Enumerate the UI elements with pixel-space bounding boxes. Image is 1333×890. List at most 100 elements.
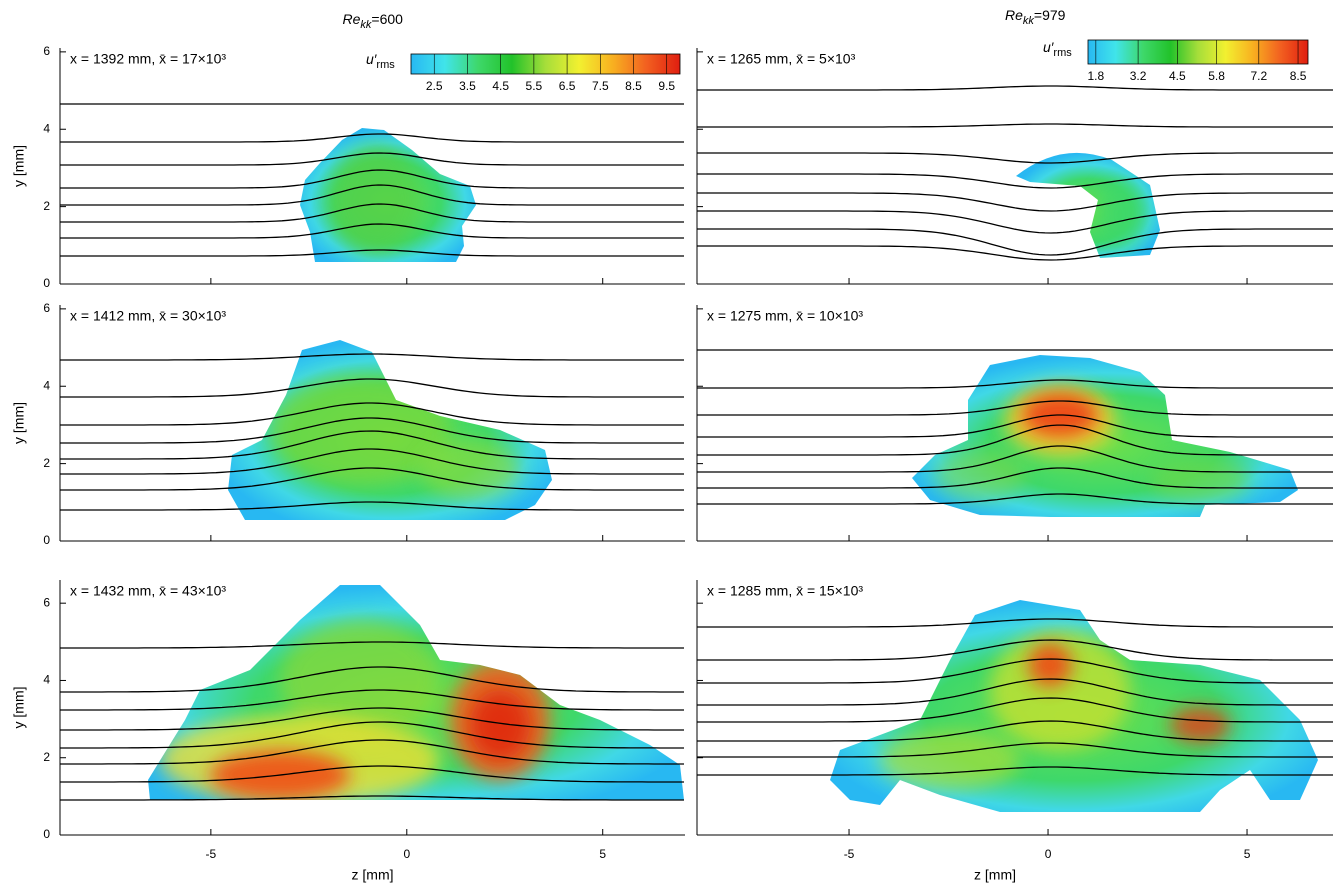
colorbar-tick-label: 8.5 (625, 79, 642, 93)
panel (696, 305, 1333, 542)
streamline (697, 379, 1333, 389)
panel-annotation: x = 1275 mm, x̄ = 10×10³ (707, 308, 863, 324)
streamline (697, 152, 1333, 164)
panel (696, 48, 1333, 285)
label-sub: rms (1053, 47, 1072, 59)
streamline (60, 448, 684, 475)
panel-annotation: x = 1412 mm, x̄ = 30×10³ (70, 308, 226, 324)
panel-annotation: x = 1432 mm, x̄ = 43×10³ (70, 583, 226, 599)
hot-spots (1095, 180, 1145, 250)
colorbar-label: u′rms (366, 51, 395, 71)
y-tick-label: 6 (43, 595, 50, 609)
colorbar-tick-label: 4.5 (1169, 69, 1186, 83)
streamline (697, 414, 1333, 438)
streamline (60, 184, 684, 206)
x-tick-label: 5 (599, 847, 606, 861)
hot-spot (1095, 180, 1145, 250)
y-tick-label: 2 (43, 199, 50, 213)
colorbar-tick-label: 5.5 (526, 79, 543, 93)
panel-annotation: x = 1392 mm, x̄ = 17×10³ (70, 51, 226, 67)
panel-annotation: x = 1265 mm, x̄ = 5×10³ (707, 51, 856, 67)
streamline (697, 445, 1333, 473)
panel-annotation: x = 1285 mm, x̄ = 15×10³ (707, 583, 863, 599)
y-axis-label: y [mm] (11, 145, 27, 187)
title-sub: kk (1023, 15, 1035, 27)
streamline (697, 424, 1333, 456)
streamline (60, 203, 684, 223)
x-tick-label: 0 (403, 847, 410, 861)
x-tick-label: -5 (844, 847, 855, 861)
hot-spot (990, 630, 1130, 750)
y-tick-label: 4 (43, 378, 50, 392)
colorbar-tick-label: 4.5 (492, 79, 509, 93)
streamline (697, 173, 1333, 189)
streamline (60, 223, 684, 239)
colorbar-tick-label: 8.5 (1290, 69, 1307, 83)
streamline (697, 467, 1333, 489)
streamline (60, 169, 684, 189)
streamline (60, 765, 684, 783)
hot-spot (1150, 458, 1250, 502)
label-sub: rms (376, 59, 395, 71)
x-tick-label: -5 (206, 847, 217, 861)
streamline (697, 742, 1333, 758)
streamline (60, 641, 684, 649)
hot-spot (1170, 707, 1230, 743)
streamline (697, 85, 1333, 91)
hot-spots (880, 630, 1230, 790)
x-axis-label: z [mm] (974, 867, 1016, 883)
x-axis-label: z [mm] (352, 867, 394, 883)
streamline (697, 618, 1333, 628)
label-main: u′ (366, 51, 378, 67)
hot-spot (330, 145, 420, 255)
streamline (60, 353, 684, 361)
y-tick-label: 6 (43, 301, 50, 315)
colorbar-tick-label: 5.8 (1208, 69, 1225, 83)
streamline (60, 739, 684, 765)
streamline (697, 210, 1333, 234)
streamline (697, 192, 1333, 212)
colorbar-label: u′rms (1043, 39, 1072, 59)
colorbar-tick-label: 3.5 (459, 79, 476, 93)
y-tick-label: 2 (43, 750, 50, 764)
streamline (60, 152, 684, 166)
panel (59, 305, 685, 542)
streamline (697, 245, 1333, 261)
y-tick-label: 4 (43, 673, 50, 687)
streamline (60, 430, 684, 460)
panel (59, 580, 685, 836)
x-tick-label: 5 (1244, 847, 1251, 861)
colorbar-tick-label: 2.5 (426, 79, 443, 93)
y-tick-label: 6 (43, 44, 50, 58)
streamline (60, 501, 684, 511)
streamline (60, 417, 684, 444)
hot-spot (880, 730, 1020, 790)
streamline (60, 133, 684, 143)
title-sub: kk (360, 19, 372, 31)
colorbar-tick-label: 7.2 (1250, 69, 1267, 83)
hot-spots (160, 620, 550, 800)
streamline (60, 689, 684, 711)
colorbar-tick-label: 6.5 (559, 79, 576, 93)
streamline (60, 666, 684, 693)
y-tick-label: 0 (43, 533, 50, 547)
streamline (60, 378, 684, 398)
streamline (60, 467, 684, 491)
streamline (697, 400, 1333, 416)
streamline (697, 228, 1333, 256)
column-title: Rekk=600 (343, 11, 404, 31)
streamline (60, 721, 684, 749)
streamline (697, 720, 1333, 742)
title-value: =979 (1034, 7, 1066, 23)
streamline (697, 639, 1333, 661)
hot-spot (935, 450, 1025, 500)
title-value: =600 (371, 11, 403, 27)
title-main: Re (1005, 7, 1023, 23)
colorbar-tick-label: 3.2 (1130, 69, 1147, 83)
panel (59, 48, 685, 285)
y-axis-label: y [mm] (11, 402, 27, 444)
column-title: Rekk=979 (1005, 7, 1066, 27)
label-main: u′ (1043, 39, 1055, 55)
streamline (697, 493, 1333, 505)
streamline (697, 678, 1333, 706)
